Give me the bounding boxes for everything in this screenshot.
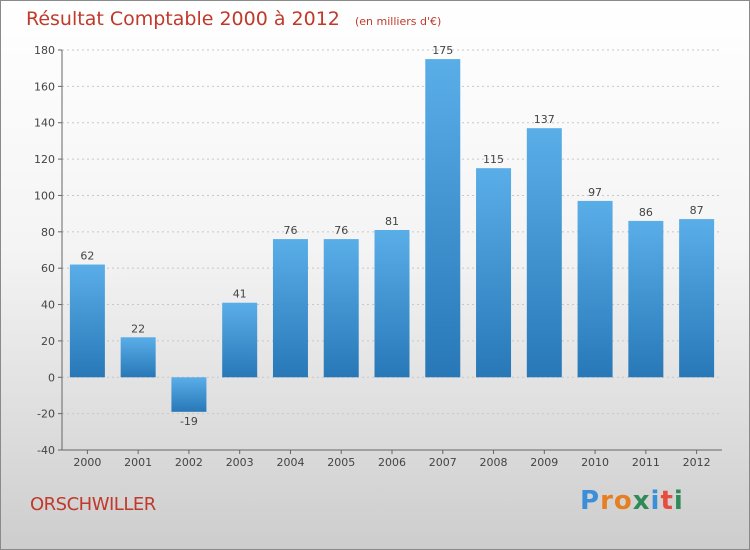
- data-label: 41: [233, 288, 247, 301]
- x-tick-label: 2004: [276, 456, 304, 469]
- y-tick-label: 120: [34, 153, 55, 166]
- x-tick-label: 2007: [429, 456, 457, 469]
- y-tick-label: 180: [34, 44, 55, 57]
- logo-letter: x: [632, 486, 651, 516]
- data-label: -19: [180, 415, 198, 428]
- data-label: 62: [80, 250, 94, 263]
- bar: [577, 200, 613, 378]
- data-label: 97: [588, 186, 602, 199]
- data-label: 22: [131, 322, 145, 335]
- logo-letter: P: [580, 486, 601, 516]
- y-tick-label: 0: [48, 371, 55, 384]
- x-tick-label: 2005: [327, 456, 355, 469]
- x-tick-label: 2006: [378, 456, 406, 469]
- data-label: 76: [334, 224, 348, 237]
- proxiti-logo: Proxiti: [580, 486, 684, 516]
- bar: [120, 337, 156, 378]
- chart-title-block: Résultat Comptable 2000 à 2012 (en milli…: [26, 8, 441, 30]
- x-tick-label: 2001: [124, 456, 152, 469]
- data-label: 115: [483, 153, 504, 166]
- data-label: 137: [534, 113, 555, 126]
- bar: [526, 128, 562, 378]
- y-tick-label: -20: [37, 408, 55, 421]
- bar: [69, 264, 105, 378]
- y-tick-label: 20: [41, 335, 55, 348]
- x-tick-label: 2000: [73, 456, 101, 469]
- chart-title: Résultat Comptable 2000 à 2012: [26, 8, 340, 30]
- logo-letter: r: [600, 486, 614, 516]
- bar: [425, 59, 461, 378]
- y-tick-label: -40: [37, 444, 55, 457]
- x-tick-label: 2012: [683, 456, 711, 469]
- data-label: 175: [432, 44, 453, 57]
- data-label: 81: [385, 215, 399, 228]
- bar: [628, 220, 664, 378]
- bar: [222, 302, 258, 378]
- x-tick-label: 2010: [581, 456, 609, 469]
- x-tick-label: 2011: [632, 456, 660, 469]
- commune-name: ORSCHWILLER: [30, 494, 156, 515]
- y-tick-label: 160: [34, 80, 55, 93]
- logo-letter: i: [673, 486, 684, 516]
- y-tick-label: 100: [34, 189, 55, 202]
- data-label: 87: [690, 204, 704, 217]
- data-label: 86: [639, 206, 653, 219]
- y-tick-label: 60: [41, 262, 55, 275]
- bar: [272, 239, 308, 378]
- x-tick-label: 2008: [480, 456, 508, 469]
- y-tick-label: 40: [41, 299, 55, 312]
- logo-letter: o: [613, 486, 633, 516]
- x-tick-label: 2009: [530, 456, 558, 469]
- data-label: 76: [283, 224, 297, 237]
- bar: [476, 168, 512, 378]
- bar: [171, 377, 207, 412]
- x-tick-label: 2002: [175, 456, 203, 469]
- bar: [374, 230, 410, 378]
- bar: [323, 239, 359, 378]
- logo-letter: t: [660, 486, 674, 516]
- bar: [679, 219, 715, 378]
- chart-unit: (en milliers d'€): [354, 15, 442, 28]
- x-tick-label: 2003: [226, 456, 254, 469]
- logo-letter: i: [650, 486, 661, 516]
- y-tick-label: 80: [41, 226, 55, 239]
- y-tick-label: 140: [34, 117, 55, 130]
